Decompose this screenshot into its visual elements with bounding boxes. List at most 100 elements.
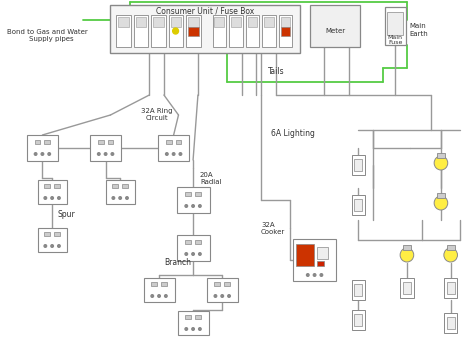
Circle shape — [111, 153, 114, 155]
Circle shape — [434, 156, 448, 170]
Bar — [352, 280, 365, 300]
Circle shape — [228, 295, 230, 297]
Bar — [447, 245, 455, 250]
Text: Spur: Spur — [58, 210, 75, 219]
Bar — [166, 140, 172, 144]
Bar — [355, 159, 362, 171]
Bar — [108, 140, 113, 144]
Circle shape — [192, 205, 194, 207]
Bar — [144, 278, 174, 302]
Bar — [231, 17, 241, 27]
Circle shape — [214, 295, 217, 297]
Bar — [54, 232, 60, 236]
Bar — [352, 195, 365, 215]
Bar — [35, 140, 40, 144]
Circle shape — [44, 197, 46, 199]
Text: Tails: Tails — [268, 67, 284, 76]
Bar — [151, 15, 166, 47]
Circle shape — [199, 205, 201, 207]
Bar — [352, 310, 365, 330]
Bar — [45, 232, 50, 236]
Bar — [355, 314, 362, 326]
Bar — [37, 180, 67, 204]
Circle shape — [51, 245, 54, 247]
Bar — [310, 5, 360, 47]
Bar — [37, 228, 67, 252]
Bar — [400, 278, 414, 298]
Bar — [447, 317, 455, 329]
Bar — [317, 247, 328, 259]
Circle shape — [98, 153, 100, 155]
Circle shape — [185, 253, 188, 255]
Bar — [355, 284, 362, 296]
Bar — [279, 15, 292, 47]
Bar — [161, 282, 167, 286]
Circle shape — [158, 295, 160, 297]
Circle shape — [164, 295, 167, 297]
Circle shape — [179, 153, 182, 155]
Circle shape — [221, 295, 224, 297]
Bar — [90, 135, 121, 161]
Bar — [176, 235, 210, 261]
Bar — [262, 15, 276, 47]
Bar — [317, 261, 324, 266]
Bar — [178, 311, 209, 335]
Bar — [110, 5, 300, 53]
Text: Meter: Meter — [325, 28, 345, 34]
Bar — [444, 313, 457, 333]
Circle shape — [34, 153, 37, 155]
Circle shape — [58, 197, 60, 199]
Bar — [224, 282, 230, 286]
Circle shape — [185, 328, 188, 330]
Circle shape — [165, 153, 168, 155]
Circle shape — [199, 328, 201, 330]
Bar — [185, 240, 191, 244]
Text: 32A
Cooker: 32A Cooker — [261, 222, 285, 235]
Bar — [151, 282, 157, 286]
Bar — [195, 192, 201, 196]
Bar — [116, 15, 131, 47]
Bar — [176, 187, 210, 213]
Circle shape — [41, 153, 44, 155]
Bar — [247, 17, 257, 27]
Bar — [171, 17, 182, 27]
Circle shape — [151, 295, 154, 297]
Bar — [169, 15, 183, 47]
Bar — [296, 244, 314, 266]
Circle shape — [192, 253, 194, 255]
Circle shape — [307, 274, 309, 276]
Circle shape — [313, 274, 316, 276]
Circle shape — [44, 245, 46, 247]
Bar — [403, 282, 411, 294]
Text: 20A
Radial: 20A Radial — [200, 172, 221, 185]
Bar — [175, 140, 182, 144]
Bar — [281, 27, 290, 36]
Bar — [188, 17, 199, 27]
Circle shape — [434, 196, 448, 210]
Bar — [106, 180, 135, 204]
Bar — [153, 17, 164, 27]
Bar — [214, 17, 224, 27]
Bar — [352, 155, 365, 175]
Circle shape — [199, 253, 201, 255]
Bar — [195, 315, 201, 319]
Circle shape — [48, 153, 50, 155]
Bar — [54, 184, 60, 188]
Bar — [384, 7, 406, 45]
Text: Bond to Gas and Water
    Supply pipes: Bond to Gas and Water Supply pipes — [7, 29, 88, 41]
Text: 6A Lighting: 6A Lighting — [271, 128, 315, 137]
Circle shape — [173, 153, 175, 155]
Circle shape — [444, 248, 457, 262]
Bar — [118, 17, 129, 27]
Bar — [293, 239, 336, 281]
Bar — [45, 140, 50, 144]
Bar — [185, 192, 191, 196]
Circle shape — [192, 328, 194, 330]
Bar — [212, 15, 226, 47]
Bar — [186, 15, 201, 47]
Circle shape — [112, 197, 115, 199]
Bar — [355, 199, 362, 211]
Bar — [158, 135, 189, 161]
Bar — [444, 278, 457, 298]
Bar — [207, 278, 238, 302]
